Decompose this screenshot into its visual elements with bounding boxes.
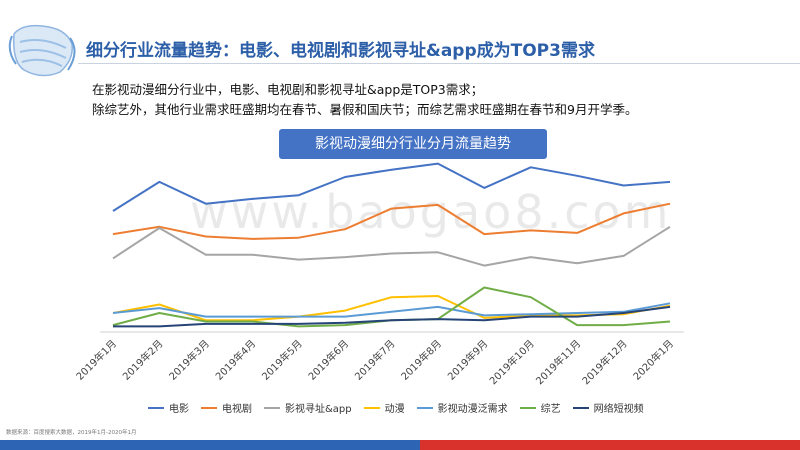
series-line-4	[112, 302, 671, 318]
data-source-note: 数据来源：百度搜索大数据，2019年1月-2020年1月	[6, 430, 137, 436]
x-tick-label: 2019年8月	[398, 337, 444, 383]
legend-item: 综艺	[519, 400, 561, 415]
x-tick-label: 2019年6月	[305, 337, 351, 383]
legend-label: 电视剧	[222, 404, 252, 415]
legend-label: 影视动漫泛需求	[437, 404, 508, 415]
legend-label: 综艺	[540, 404, 561, 415]
x-tick-label: 2019年7月	[352, 337, 398, 383]
description-line-2: 除综艺外，其他行业需求旺盛期均在春节、暑假和国庆节；而综艺需求旺盛期在春节和9月…	[92, 102, 638, 117]
chart-title: 影视动漫细分行业分月流量趋势	[279, 129, 547, 159]
x-tick-label: 2019年4月	[213, 337, 259, 383]
legend-item: 电视剧	[201, 400, 252, 415]
legend-swatch	[519, 406, 536, 409]
footer-bar-blue	[0, 440, 420, 450]
legend-item: 电影	[148, 400, 189, 415]
legend-swatch	[264, 406, 280, 409]
legend-swatch	[148, 406, 164, 409]
series-line-1	[112, 202, 671, 240]
watermark: www.baogao8.com	[190, 185, 672, 239]
legend-swatch	[416, 406, 433, 409]
legend-swatch	[201, 406, 217, 409]
x-tick-label: 2019年10月	[487, 337, 537, 387]
x-tick-label: 2019年1月	[73, 337, 119, 383]
description: 在影视动漫细分行业中，电影、电视剧和影视寻址&app是TOP3需求； 除综艺外，…	[92, 80, 637, 120]
series-line-3	[112, 295, 671, 322]
title-divider	[78, 63, 800, 64]
legend-swatch	[363, 406, 380, 409]
legend-label: 网络短视频	[593, 404, 644, 415]
legend-item: 影视动漫泛需求	[416, 400, 508, 415]
series-line-6	[113, 305, 671, 328]
x-tick-label: 2019年3月	[166, 337, 212, 383]
x-tick-label: 2019年5月	[259, 337, 305, 383]
x-tick-label: 2019年9月	[445, 337, 491, 383]
legend-item: 网络短视频	[572, 400, 644, 415]
footer-bar-red	[420, 440, 800, 450]
legend-swatch	[572, 406, 589, 409]
x-tick-label: 2019年11月	[533, 337, 583, 387]
chart-legend: 电影 电视剧 影视寻址&app 动漫 影视动漫泛需求 综艺 网络短视频	[148, 400, 644, 415]
x-tick-label: 2019年2月	[120, 337, 166, 383]
page-title: 细分行业流量趋势：电影、电视剧和影视寻址&app成为TOP3需求	[86, 41, 595, 61]
x-tick-label: 2019年12月	[579, 337, 629, 387]
legend-item: 动漫	[363, 400, 405, 415]
legend-item: 影视寻址&app	[264, 400, 352, 415]
face-mask-icon	[8, 24, 76, 77]
series-line-0	[112, 162, 671, 212]
series-line-2	[112, 225, 671, 267]
legend-label: 电影	[169, 404, 189, 415]
x-tick-label: 2020年1月	[630, 337, 676, 383]
description-line-1: 在影视动漫细分行业中，电影、电视剧和影视寻址&app是TOP3需求；	[92, 82, 484, 97]
legend-label: 影视寻址&app	[285, 404, 352, 415]
legend-label: 动漫	[384, 404, 405, 415]
